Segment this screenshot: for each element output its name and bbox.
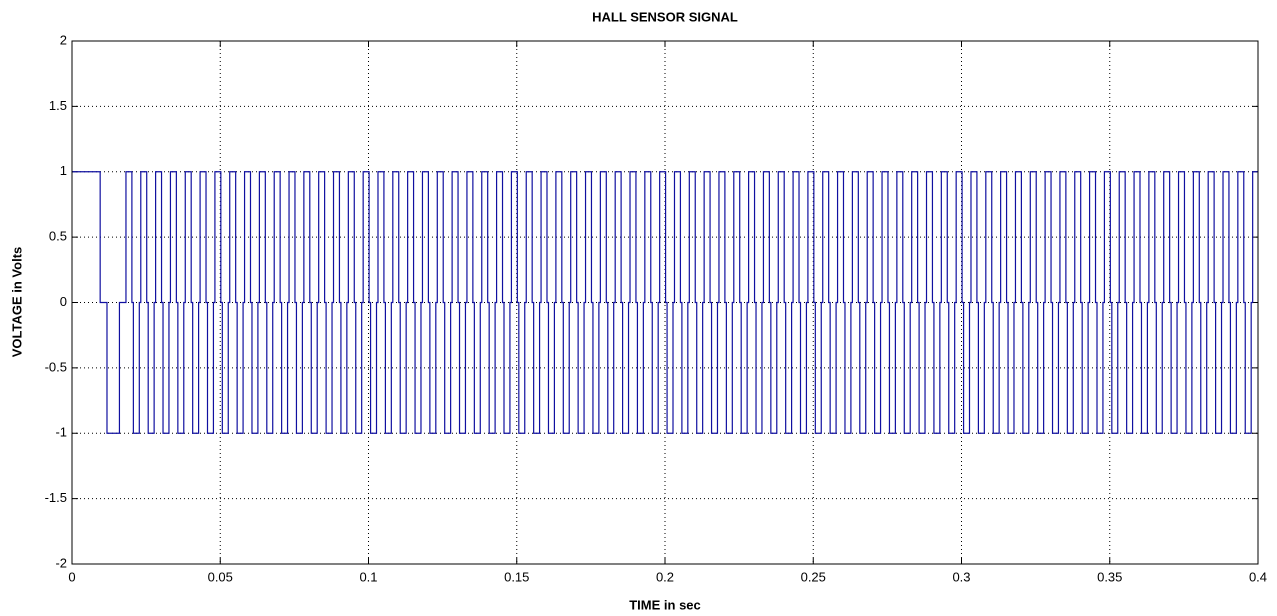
y-axis-label: VOLTAGE in Volts	[9, 247, 24, 358]
x-tick-label: 0.4	[1249, 569, 1267, 584]
x-tick-label: 0.35	[1097, 569, 1122, 584]
y-tick-label: 0	[60, 294, 67, 309]
x-tick-label: 0.25	[801, 569, 826, 584]
y-tick-label: 1.5	[49, 98, 67, 113]
y-tick-label: 2	[60, 32, 67, 47]
x-tick-label: 0.1	[359, 569, 377, 584]
y-tick-label: -1	[55, 425, 67, 440]
y-tick-label: -2	[55, 555, 67, 570]
x-tick-label: 0.2	[656, 569, 674, 584]
y-tick-label: -1.5	[45, 490, 67, 505]
x-tick-label: 0.05	[208, 569, 233, 584]
y-tick-label: 1	[60, 163, 67, 178]
x-tick-label: 0	[68, 569, 75, 584]
y-tick-label: 0.5	[49, 229, 67, 244]
plot-frame	[71, 40, 1259, 565]
x-tick-label: 0.15	[504, 569, 529, 584]
signal-line	[72, 171, 1258, 434]
chart-title: HALL SENSOR SIGNAL	[592, 9, 738, 24]
x-tick-label: 0.3	[952, 569, 970, 584]
x-axis-label: TIME in sec	[629, 597, 701, 612]
y-tick-label: -0.5	[45, 359, 67, 374]
